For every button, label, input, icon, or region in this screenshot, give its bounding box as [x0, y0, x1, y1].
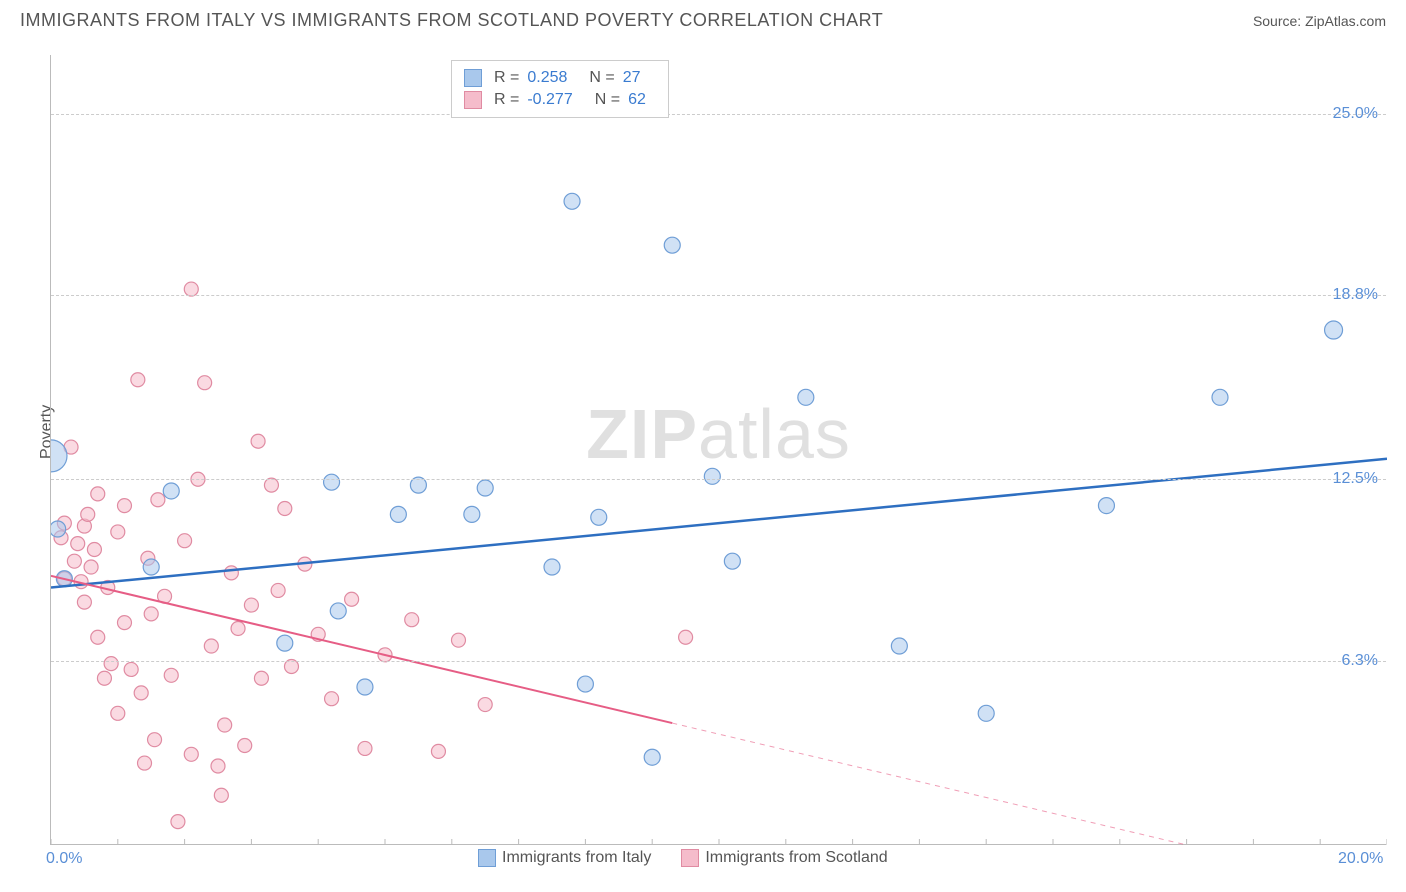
legend-row-scotland: R = -0.277 N = 62 [464, 89, 656, 111]
correlation-legend: R = 0.258 N = 27 R = -0.277 N = 62 [451, 60, 669, 118]
swatch-scotland-icon [681, 849, 699, 867]
xtick-label: 20.0% [1338, 850, 1383, 868]
italy-series-label: Immigrants from Italy [502, 849, 651, 867]
gridline [51, 114, 1386, 115]
swatch-italy [464, 69, 482, 87]
ytick-label: 18.8% [1333, 286, 1378, 304]
ytick-label: 6.3% [1342, 652, 1378, 670]
swatch-italy-icon [478, 849, 496, 867]
chart-header: IMMIGRANTS FROM ITALY VS IMMIGRANTS FROM… [0, 0, 1406, 39]
r-label: R = [494, 69, 519, 87]
italy-r-value: 0.258 [527, 69, 567, 87]
italy-n-value: 27 [623, 69, 641, 87]
gridline [51, 295, 1386, 296]
source-name: ZipAtlas.com [1305, 13, 1386, 29]
r-label: R = [494, 91, 519, 109]
scotland-series-label: Immigrants from Scotland [705, 849, 887, 867]
source-attribution: Source: ZipAtlas.com [1253, 13, 1386, 29]
plot-area: ZIPatlas R = 0.258 N = 27 R = -0.277 N =… [50, 55, 1386, 845]
source-label: Source: [1253, 13, 1305, 29]
legend-item-italy: Immigrants from Italy [478, 849, 651, 867]
scotland-n-value: 62 [628, 91, 646, 109]
scotland-r-value: -0.277 [527, 91, 572, 109]
chart-title: IMMIGRANTS FROM ITALY VS IMMIGRANTS FROM… [20, 10, 883, 31]
legend-item-scotland: Immigrants from Scotland [681, 849, 887, 867]
gridline [51, 661, 1386, 662]
scatter-svg [51, 55, 1387, 845]
series-legend: Immigrants from Italy Immigrants from Sc… [470, 847, 896, 869]
n-label: N = [589, 69, 614, 87]
swatch-scotland [464, 91, 482, 109]
ytick-label: 25.0% [1333, 105, 1378, 123]
ytick-label: 12.5% [1333, 470, 1378, 488]
chart-container: Poverty ZIPatlas R = 0.258 N = 27 R = -0… [50, 55, 1386, 870]
legend-row-italy: R = 0.258 N = 27 [464, 67, 656, 89]
n-label: N = [595, 91, 620, 109]
gridline [51, 479, 1386, 480]
xtick-label: 0.0% [46, 850, 82, 868]
